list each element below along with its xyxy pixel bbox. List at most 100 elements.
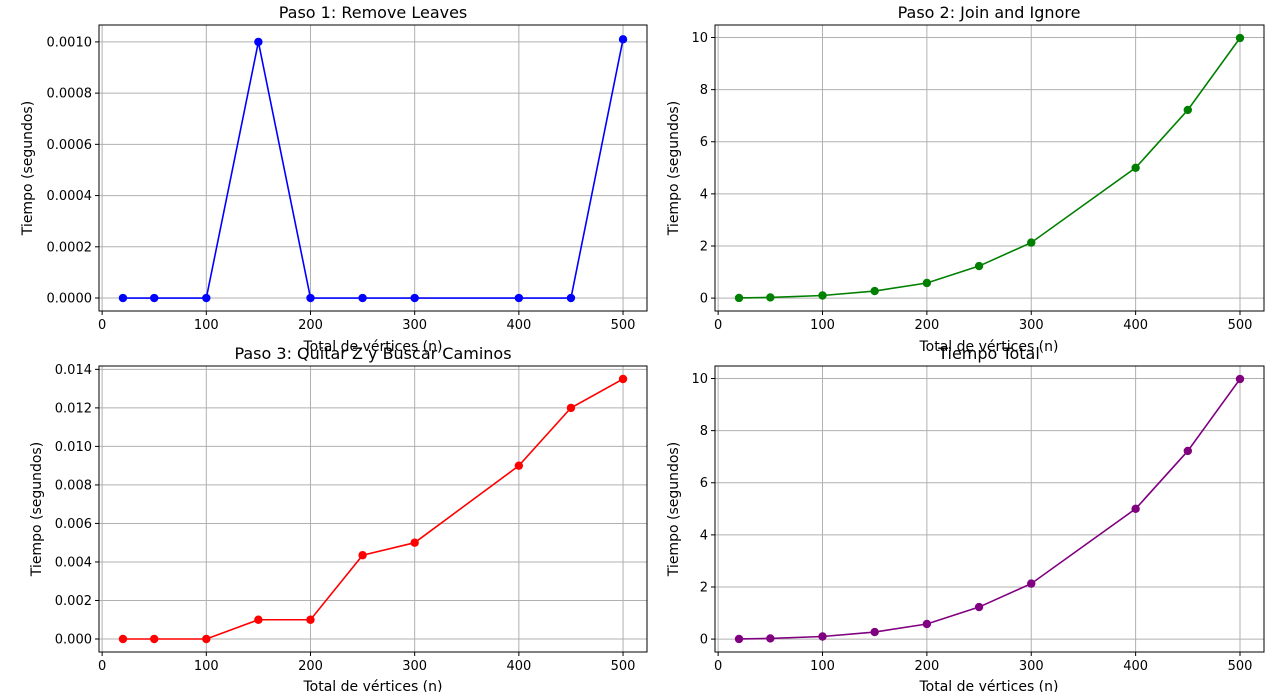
subplot-2-point-3	[870, 286, 879, 296]
subplot-1: Paso 1: Remove Leaves Total de vértices …	[20, 3, 648, 355]
subplot-3-xtick-label-3: 300	[402, 659, 427, 674]
subplot-4-title: Tiempo Total	[937, 344, 1040, 363]
subplot-4-xtick-label-1: 100	[810, 659, 835, 674]
subplot-4-xtick-label-0: 0	[714, 659, 722, 674]
subplot-2-ytick-label-0: 0	[700, 292, 708, 307]
subplot-2-title: Paso 2: Join and Ignore	[898, 3, 1081, 22]
subplot-2-ytick-label-4: 8	[700, 83, 708, 98]
subplot-2-ylabel: Tiempo (segundos)	[666, 101, 682, 236]
subplot-3-ytick-label-6: 0.012	[55, 401, 92, 416]
subplot-1-title: Paso 1: Remove Leaves	[279, 3, 468, 22]
subplot-4-point-4	[922, 619, 932, 629]
subplot-2-xtick-label-3: 300	[1019, 318, 1044, 333]
subplot-2-point-8	[1183, 105, 1193, 115]
subplot-1-ytick-label-1: 0.0002	[47, 240, 93, 255]
subplot-2-xtick-label-5: 500	[1228, 318, 1253, 333]
subplot-3-axes-frame	[98, 365, 648, 653]
subplot-2-ytick-label-3: 6	[700, 135, 708, 150]
subplot-3-ytick-label-1: 0.002	[55, 594, 92, 609]
subplot-1-xtick-label-0: 0	[98, 318, 106, 333]
subplot-2-ytick-label-2: 4	[700, 187, 708, 202]
subplot-1-point-5	[358, 293, 367, 303]
subplot-4-ytick-label-1: 2	[700, 580, 708, 595]
subplot-3-point-2	[202, 634, 211, 644]
subplot-4-point-6	[1027, 579, 1036, 588]
subplot-1-series-line	[122, 39, 624, 299]
subplot-4-point-9	[1235, 374, 1245, 384]
subplot-1-xtick-label-1: 100	[194, 318, 219, 333]
subplot-1-ytick-label-3: 0.0006	[47, 138, 93, 153]
subplot-3-series-line	[122, 378, 624, 640]
subplot-3-title: Paso 3: Quitar Z y Buscar Caminos	[234, 344, 511, 363]
subplot-4-xtick-label-2: 200	[914, 659, 939, 674]
subplot-3-ylabel: Tiempo (segundos)	[29, 442, 45, 577]
subplot-4-point-7	[1131, 504, 1140, 514]
subplot-4-point-5	[974, 602, 984, 612]
subplot-1-point-0	[118, 293, 128, 303]
subplot-4-xtick-label-5: 500	[1228, 659, 1253, 674]
subplot-3-ytick-label-2: 0.004	[55, 555, 92, 570]
subplot-4-xtick-label-4: 400	[1123, 659, 1148, 674]
subplot-3-xtick-label-5: 500	[611, 659, 636, 674]
subplot-4-ytick-label-0: 0	[700, 633, 708, 648]
subplot-1-point-1	[150, 293, 159, 303]
subplot-3-xtick-label-4: 400	[506, 659, 531, 674]
subplot-1-ylabel: Tiempo (segundos)	[20, 101, 36, 236]
subplot-4-ytick-label-4: 8	[700, 424, 708, 439]
subplot-2-point-1	[766, 293, 775, 302]
subplot-3-point-1	[150, 634, 159, 644]
subplot-1-ytick-label-0: 0.0000	[47, 292, 93, 307]
subplot-3-xtick-label-1: 100	[194, 659, 219, 674]
subplot-4-xtick-label-3: 300	[1019, 659, 1044, 674]
subplot-3-ytick-label-4: 0.008	[55, 478, 92, 493]
subplot-4-axes-frame	[714, 365, 1265, 653]
subplot-2-xtick-label-2: 200	[914, 318, 939, 333]
subplot-1-point-8	[566, 293, 576, 303]
subplot-1-ytick-label-5: 0.0010	[47, 35, 93, 50]
subplot-2-point-4	[922, 278, 932, 288]
subplot-1-xtick-label-3: 300	[402, 318, 427, 333]
subplot-2: Paso 2: Join and Ignore Total de vértice…	[666, 3, 1265, 355]
subplot-2-point-5	[974, 261, 984, 271]
subplot-1-xtick-label-2: 200	[298, 318, 323, 333]
subplot-3-point-6	[410, 538, 419, 547]
subplot-4: Tiempo Total Total de vértices (n) Tiemp…	[666, 344, 1265, 692]
subplot-2-xlabel: Total de vértices (n)	[919, 339, 1059, 355]
subplot-1-point-9	[618, 35, 628, 44]
subplot-2-series-line	[738, 37, 1241, 299]
subplot-4-ytick-label-2: 4	[700, 528, 708, 543]
subplot-3-point-5	[358, 551, 367, 560]
subplot-1-point-4	[306, 293, 315, 303]
subplot-2-point-6	[1027, 238, 1036, 247]
subplot-3-point-9	[618, 374, 628, 384]
subplot-2-point-0	[734, 293, 744, 303]
subplot-1-point-2	[202, 293, 211, 303]
subplot-1-xtick-label-5: 500	[611, 318, 636, 333]
subplot-4-ylabel: Tiempo (segundos)	[666, 442, 682, 577]
subplot-2-point-2	[818, 291, 827, 300]
subplot-4-series-line	[738, 378, 1241, 640]
subplot-4-point-2	[818, 632, 827, 641]
subplot-3-point-4	[306, 615, 315, 624]
subplot-1-ytick-label-4: 0.0008	[47, 87, 93, 102]
subplot-4-ytick-label-3: 6	[700, 476, 708, 491]
subplot-1-ytick-label-2: 0.0004	[47, 189, 93, 204]
subplot-3-point-3	[254, 615, 263, 624]
subplot-4-point-1	[766, 634, 775, 643]
subplot-3-ytick-label-7: 0.014	[55, 363, 92, 378]
subplot-1-xlabel: Total de vértices (n)	[303, 339, 443, 355]
subplot-1-axes-frame	[98, 24, 648, 312]
subplot-3-point-7	[514, 461, 524, 470]
subplot-4-point-0	[734, 634, 744, 644]
subplot-3-ytick-label-3: 0.006	[55, 517, 92, 532]
subplot-3-ytick-label-5: 0.010	[55, 440, 92, 455]
subplot-3-point-8	[566, 403, 576, 413]
subplot-2-xtick-label-1: 100	[810, 318, 835, 333]
subplot-4-ytick-label-5: 10	[691, 372, 708, 387]
subplot-4-point-8	[1183, 446, 1193, 456]
subplot-2-xtick-label-4: 400	[1123, 318, 1148, 333]
subplot-1-xtick-label-4: 400	[506, 318, 531, 333]
subplot-1-point-3	[254, 37, 263, 47]
subplot-3-ytick-label-0: 0.000	[55, 633, 92, 648]
